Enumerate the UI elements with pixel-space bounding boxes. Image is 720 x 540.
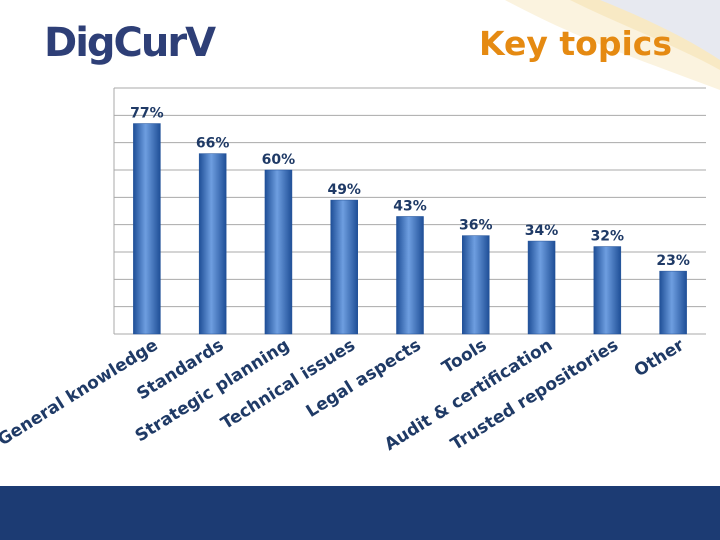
data-label: 32% xyxy=(591,229,625,245)
bar xyxy=(330,199,358,335)
bar xyxy=(462,235,490,335)
data-label: 34% xyxy=(525,223,559,239)
data-label: 60% xyxy=(262,152,296,168)
data-label: 49% xyxy=(327,182,361,198)
data-label: 43% xyxy=(393,198,427,214)
bar xyxy=(133,123,161,335)
slide-title: Key topics xyxy=(479,24,672,63)
bar xyxy=(264,169,293,335)
bar xyxy=(527,240,556,335)
data-label: 36% xyxy=(459,218,493,234)
footer-bar xyxy=(0,486,720,540)
category-label: Other xyxy=(631,335,688,381)
data-label: 66% xyxy=(196,136,230,152)
header-decoration xyxy=(505,0,720,90)
digcurv-logo: DigCurV xyxy=(44,20,216,66)
category-label: Legal aspects xyxy=(303,335,425,422)
data-label: 23% xyxy=(656,253,690,269)
bar xyxy=(593,246,622,335)
bar xyxy=(198,153,227,335)
bar-chart: 77%General knowledge66%Standards60%Strat… xyxy=(0,87,706,455)
bar xyxy=(659,270,687,335)
bar xyxy=(396,216,424,335)
category-label: Tools xyxy=(439,335,491,378)
data-label: 77% xyxy=(130,106,164,122)
